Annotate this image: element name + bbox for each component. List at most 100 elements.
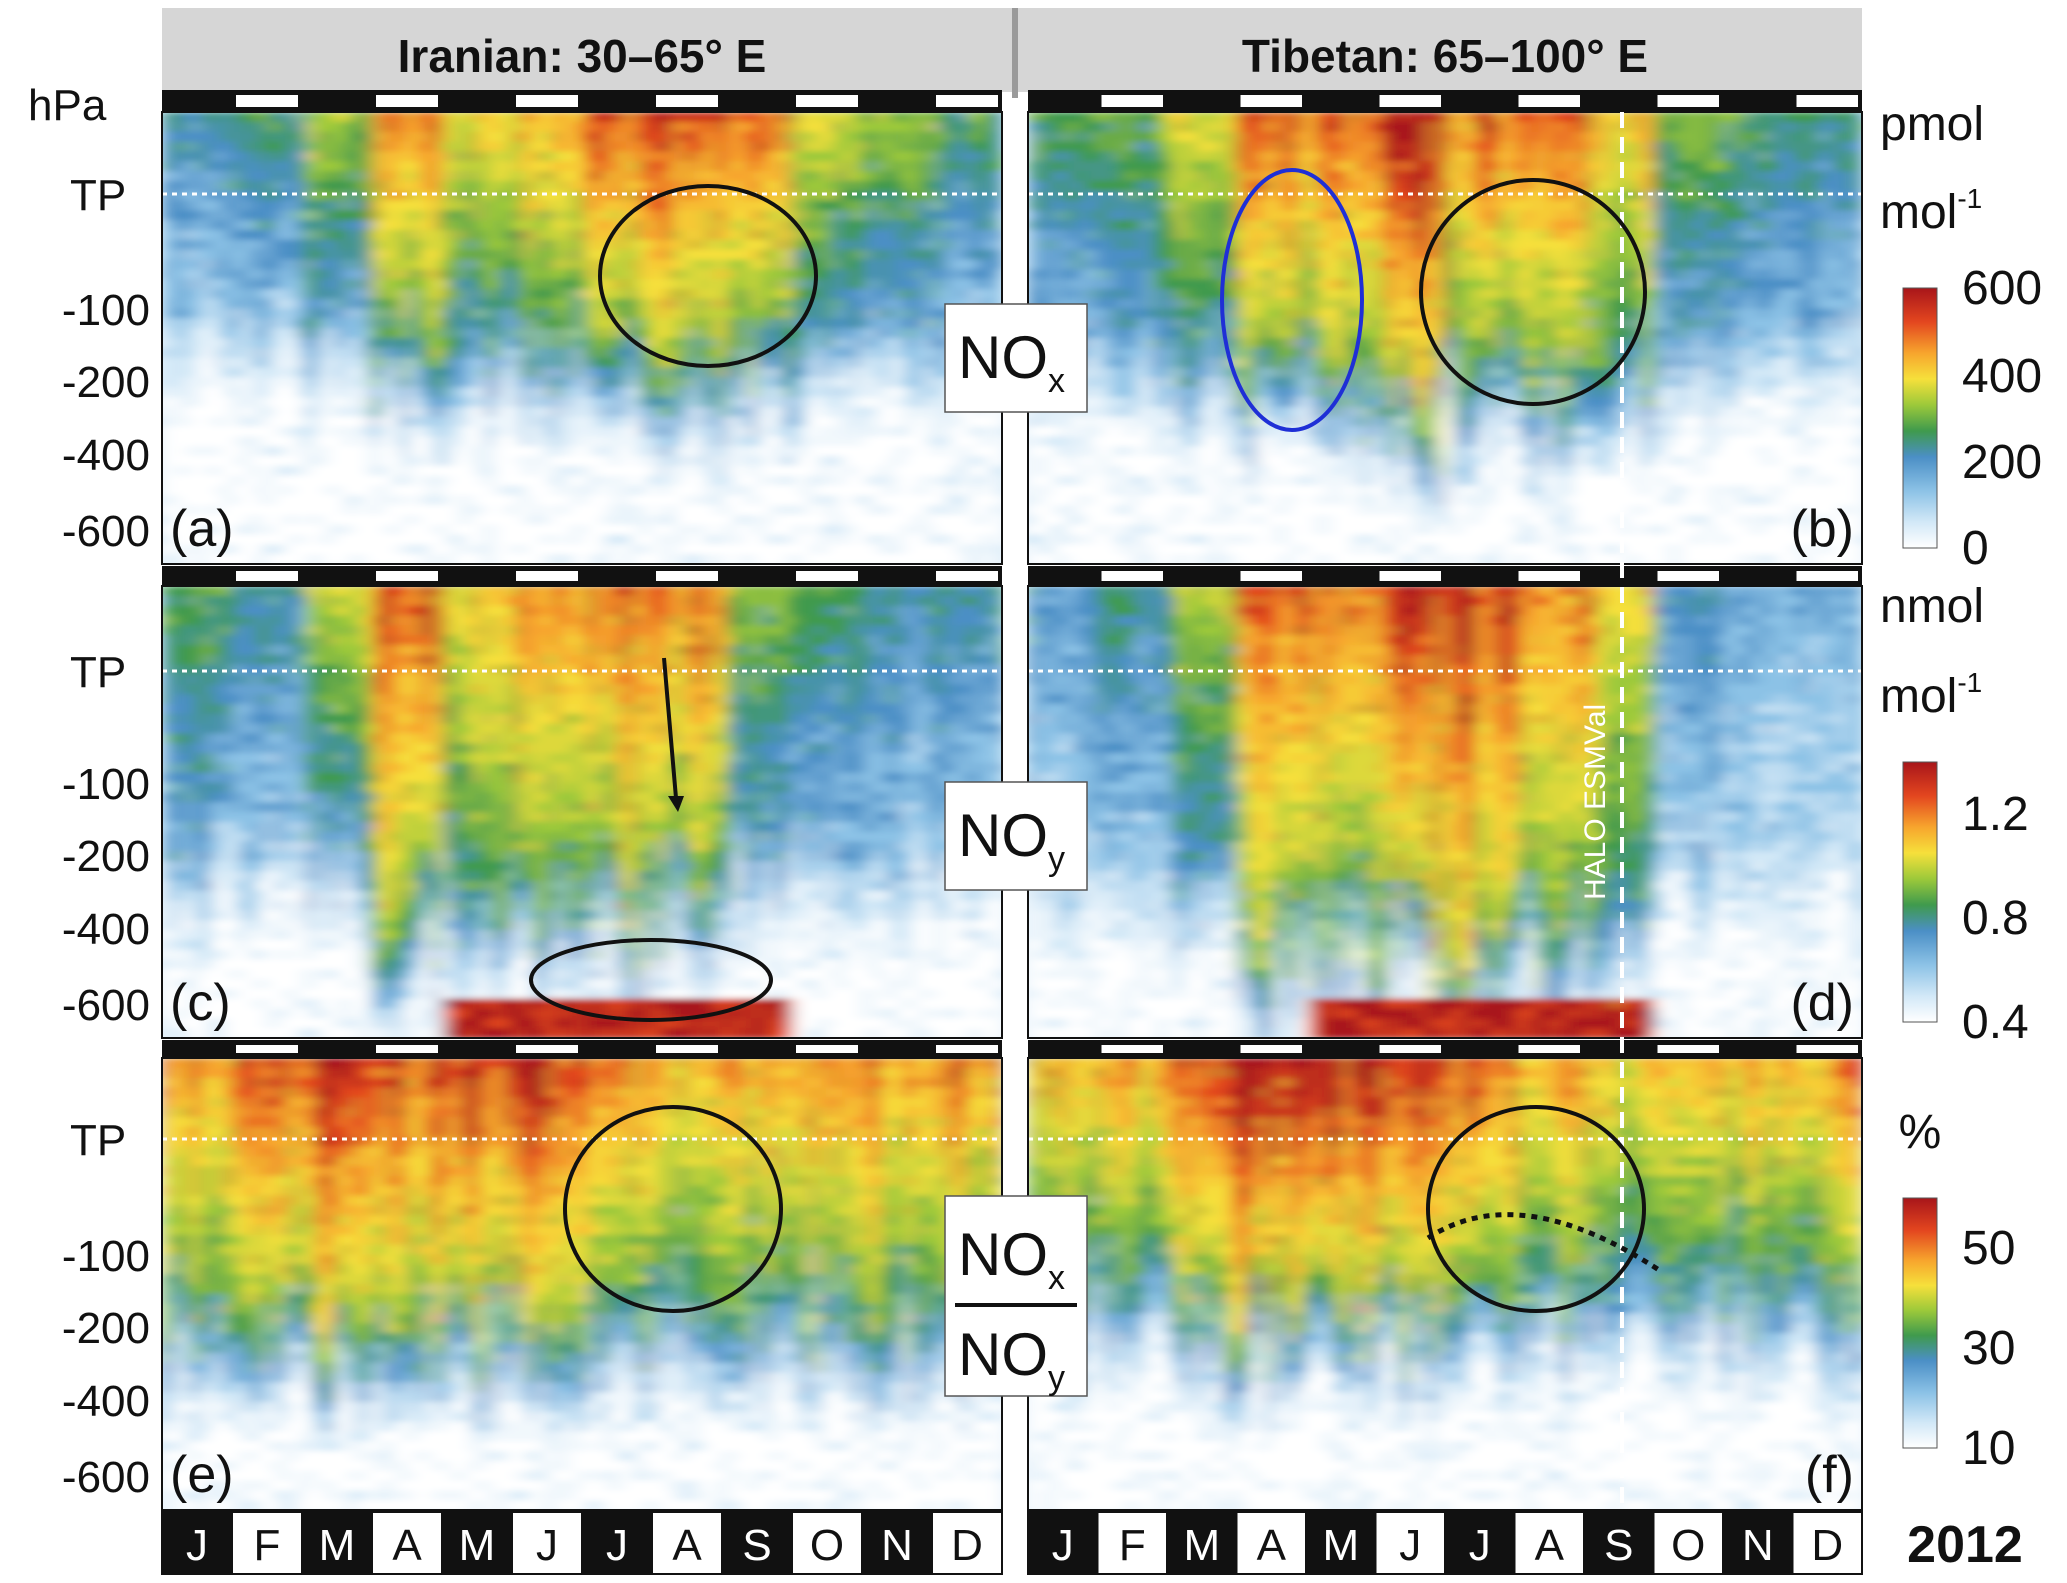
heatmap-cell (480, 446, 487, 457)
heatmap-cell (528, 259, 535, 270)
heatmap-cell (504, 288, 511, 300)
heatmap-cell (660, 161, 667, 172)
heatmap-cell (528, 524, 535, 536)
heatmap-cell (690, 455, 697, 467)
heatmap-cell (318, 416, 325, 428)
heatmap-cell (804, 406, 811, 418)
heatmap-cell (426, 455, 433, 467)
heatmap-cell (792, 377, 799, 388)
heatmap-cell (198, 239, 205, 251)
heatmap-cell (432, 446, 439, 457)
heatmap-cell (390, 151, 397, 162)
heatmap-cell (612, 141, 619, 153)
heatmap-cell (582, 544, 589, 555)
heatmap-cell (612, 210, 619, 221)
heatmap-cell (192, 416, 199, 428)
heatmap-cell (474, 298, 481, 310)
heatmap-cell (786, 200, 793, 211)
heatmap-cell (660, 446, 667, 457)
heatmap-cell (312, 465, 319, 477)
heatmap-cell (402, 259, 409, 270)
heatmap-cell (702, 446, 709, 457)
heatmap-cell (588, 229, 595, 241)
heatmap-cell (426, 387, 433, 398)
heatmap-cell (402, 338, 409, 349)
heatmap-cell (618, 220, 625, 231)
heatmap-cell (450, 131, 457, 143)
heatmap-cell (282, 288, 289, 300)
heatmap-cell (246, 406, 253, 418)
heatmap-cell (534, 180, 541, 192)
heatmap-cell (204, 220, 211, 231)
heatmap-cell (546, 357, 553, 369)
heatmap-cell (492, 121, 499, 133)
heatmap-cell (384, 485, 391, 496)
heatmap-cell (378, 190, 385, 202)
heatmap-cell (552, 495, 559, 506)
heatmap-cell (276, 308, 283, 320)
heatmap-cell (354, 367, 361, 379)
heatmap-cell (210, 161, 217, 172)
heatmap-cell (582, 347, 589, 359)
heatmap-cell (522, 554, 529, 564)
heatmap-cell (276, 534, 283, 546)
heatmap-cell (456, 259, 463, 270)
heatmap-cell (480, 318, 487, 329)
heatmap-cell (354, 406, 361, 418)
heatmap-cell (576, 475, 583, 487)
heatmap-cell (420, 367, 427, 379)
heatmap-cell (306, 338, 313, 349)
heatmap-cell (798, 387, 805, 398)
heatmap-cell (504, 436, 511, 447)
heatmap-cell (660, 465, 667, 477)
heatmap-cell (360, 308, 367, 320)
heatmap-cell (342, 151, 349, 162)
heatmap-cell (522, 338, 529, 349)
heatmap-cell (774, 406, 781, 418)
heatmap-cell (606, 200, 613, 211)
heatmap-cell (162, 338, 169, 349)
heatmap-cell (528, 131, 535, 143)
heatmap-cell (180, 495, 187, 506)
heatmap-cell (378, 455, 385, 467)
heatmap-cell (270, 141, 277, 153)
heatmap-cell (228, 279, 235, 290)
heatmap-cell (522, 524, 529, 536)
heatmap-cell (264, 426, 271, 437)
heatmap-cell (732, 112, 739, 123)
heatmap-cell (402, 534, 409, 546)
heatmap-cell (432, 220, 439, 231)
heatmap-cell (504, 357, 511, 369)
heatmap-cell (264, 505, 271, 516)
heatmap-cell (432, 387, 439, 398)
heatmap-cell (576, 308, 583, 320)
heatmap-cell (432, 190, 439, 202)
heatmap-cell (768, 475, 775, 487)
heatmap-cell (336, 377, 343, 388)
heatmap-cell (600, 308, 607, 320)
heatmap-cell (192, 436, 199, 447)
heatmap-cell (228, 475, 235, 487)
heatmap-cell (210, 141, 217, 153)
heatmap-cell (774, 161, 781, 172)
heatmap-cell (216, 387, 223, 398)
heatmap-cell (246, 112, 253, 123)
heatmap-cell (360, 544, 367, 555)
heatmap-cell (504, 475, 511, 487)
heatmap-cell (534, 387, 541, 398)
heatmap-cell (546, 465, 553, 477)
heatmap-cell (276, 161, 283, 172)
heatmap-cell (432, 436, 439, 447)
heatmap-cell (474, 171, 481, 182)
heatmap-cell (414, 397, 421, 408)
heatmap-cell (732, 180, 739, 192)
heatmap-cell (414, 318, 421, 329)
heatmap-cell (450, 180, 457, 192)
heatmap-cell (792, 190, 799, 202)
heatmap-cell (216, 141, 223, 153)
heatmap-cell (432, 249, 439, 261)
heatmap-cell (384, 298, 391, 310)
heatmap-cell (642, 171, 649, 182)
heatmap-cell (486, 269, 493, 280)
heatmap-cell (810, 190, 817, 202)
